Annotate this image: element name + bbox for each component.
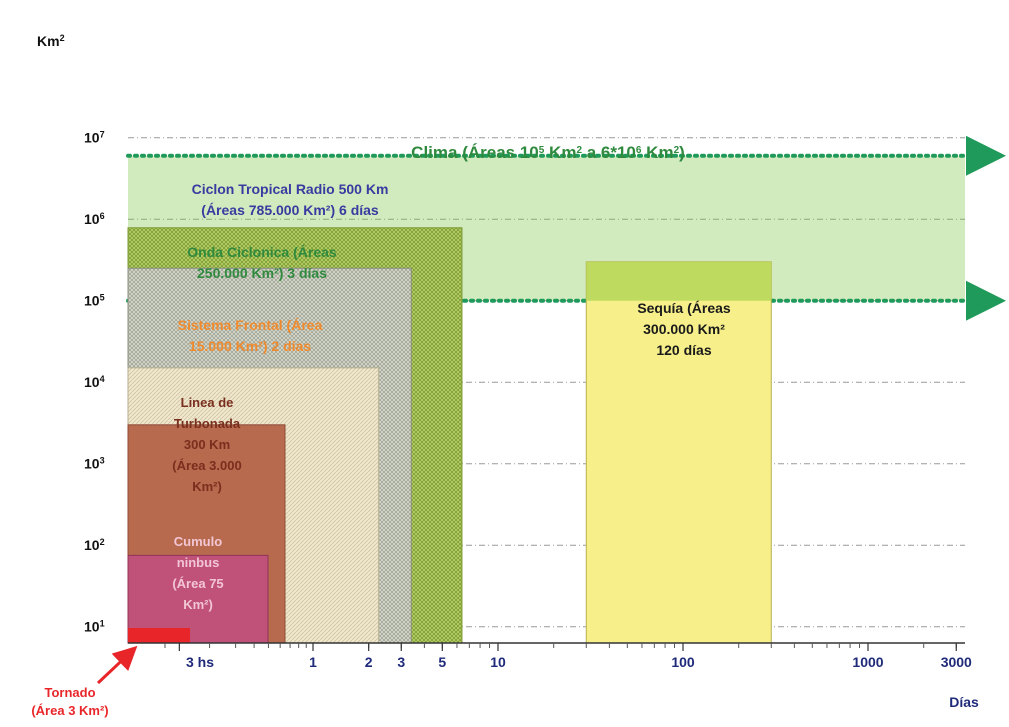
x-tick-label: 100 bbox=[671, 654, 695, 670]
label-onda-ciclonica: Onda Ciclonica (Áreas 250.000 Km²) 3 días bbox=[187, 244, 337, 281]
x-tick-label: 1000 bbox=[852, 654, 883, 670]
phenomena-labels: Ciclon Tropical Radio 500 Km (Áreas 785.0… bbox=[31, 181, 731, 718]
x-tick-label: 3 hs bbox=[186, 654, 214, 670]
y-tick-label: 106 bbox=[84, 211, 105, 227]
y-tick-label: 107 bbox=[84, 130, 105, 146]
area-sequia-overlap bbox=[586, 261, 772, 301]
label-cumulo-nimbus: Cumulo ninbus (Área 75 Km²) bbox=[172, 534, 223, 612]
area-sequia bbox=[585, 261, 772, 644]
y-tick-label: 103 bbox=[84, 456, 105, 472]
x-axis-title: Días bbox=[949, 694, 979, 710]
label-tornado: Tornado (Área 3 Km²) bbox=[31, 685, 108, 718]
x-tick-label: 10 bbox=[490, 654, 506, 670]
x-tick-label: 3 bbox=[397, 654, 405, 670]
label-sistema-frontal: Sistema Frontal (Área 15.000 Km²) 2 días bbox=[178, 317, 323, 354]
x-tick-label: 1 bbox=[309, 654, 317, 670]
axes: 3 hs 1 2 3 5 10 100 1000 3000 101 102 103 104 105 106 1… bbox=[37, 33, 979, 710]
label-linea-turbonada: Linea de Turbonada 300 Km (Área 3.000 Km²) bbox=[172, 395, 241, 494]
label-sequia: Sequía (Áreas 300.000 Km² 120 días bbox=[637, 300, 731, 358]
y-tick-label: 102 bbox=[84, 537, 105, 553]
x-tick-label: 5 bbox=[438, 654, 446, 670]
area-tornado bbox=[128, 628, 190, 643]
y-axis-title: Km2 bbox=[37, 33, 65, 49]
phenomena-areas bbox=[127, 227, 772, 644]
x-tick-label: 2 bbox=[365, 654, 373, 670]
label-ciclon-tropical: Ciclon Tropical Radio 500 Km (Áreas 785.0… bbox=[192, 181, 389, 218]
y-tick-label: 104 bbox=[84, 374, 105, 390]
y-tick-label: 101 bbox=[84, 619, 105, 635]
tornado-arrow bbox=[96, 645, 138, 685]
y-tick-label: 105 bbox=[84, 293, 105, 309]
x-tick-label: 3000 bbox=[941, 654, 972, 670]
clima-label: Clima (Áreas 105 Km2 a 6*106 Km2) bbox=[411, 143, 685, 162]
